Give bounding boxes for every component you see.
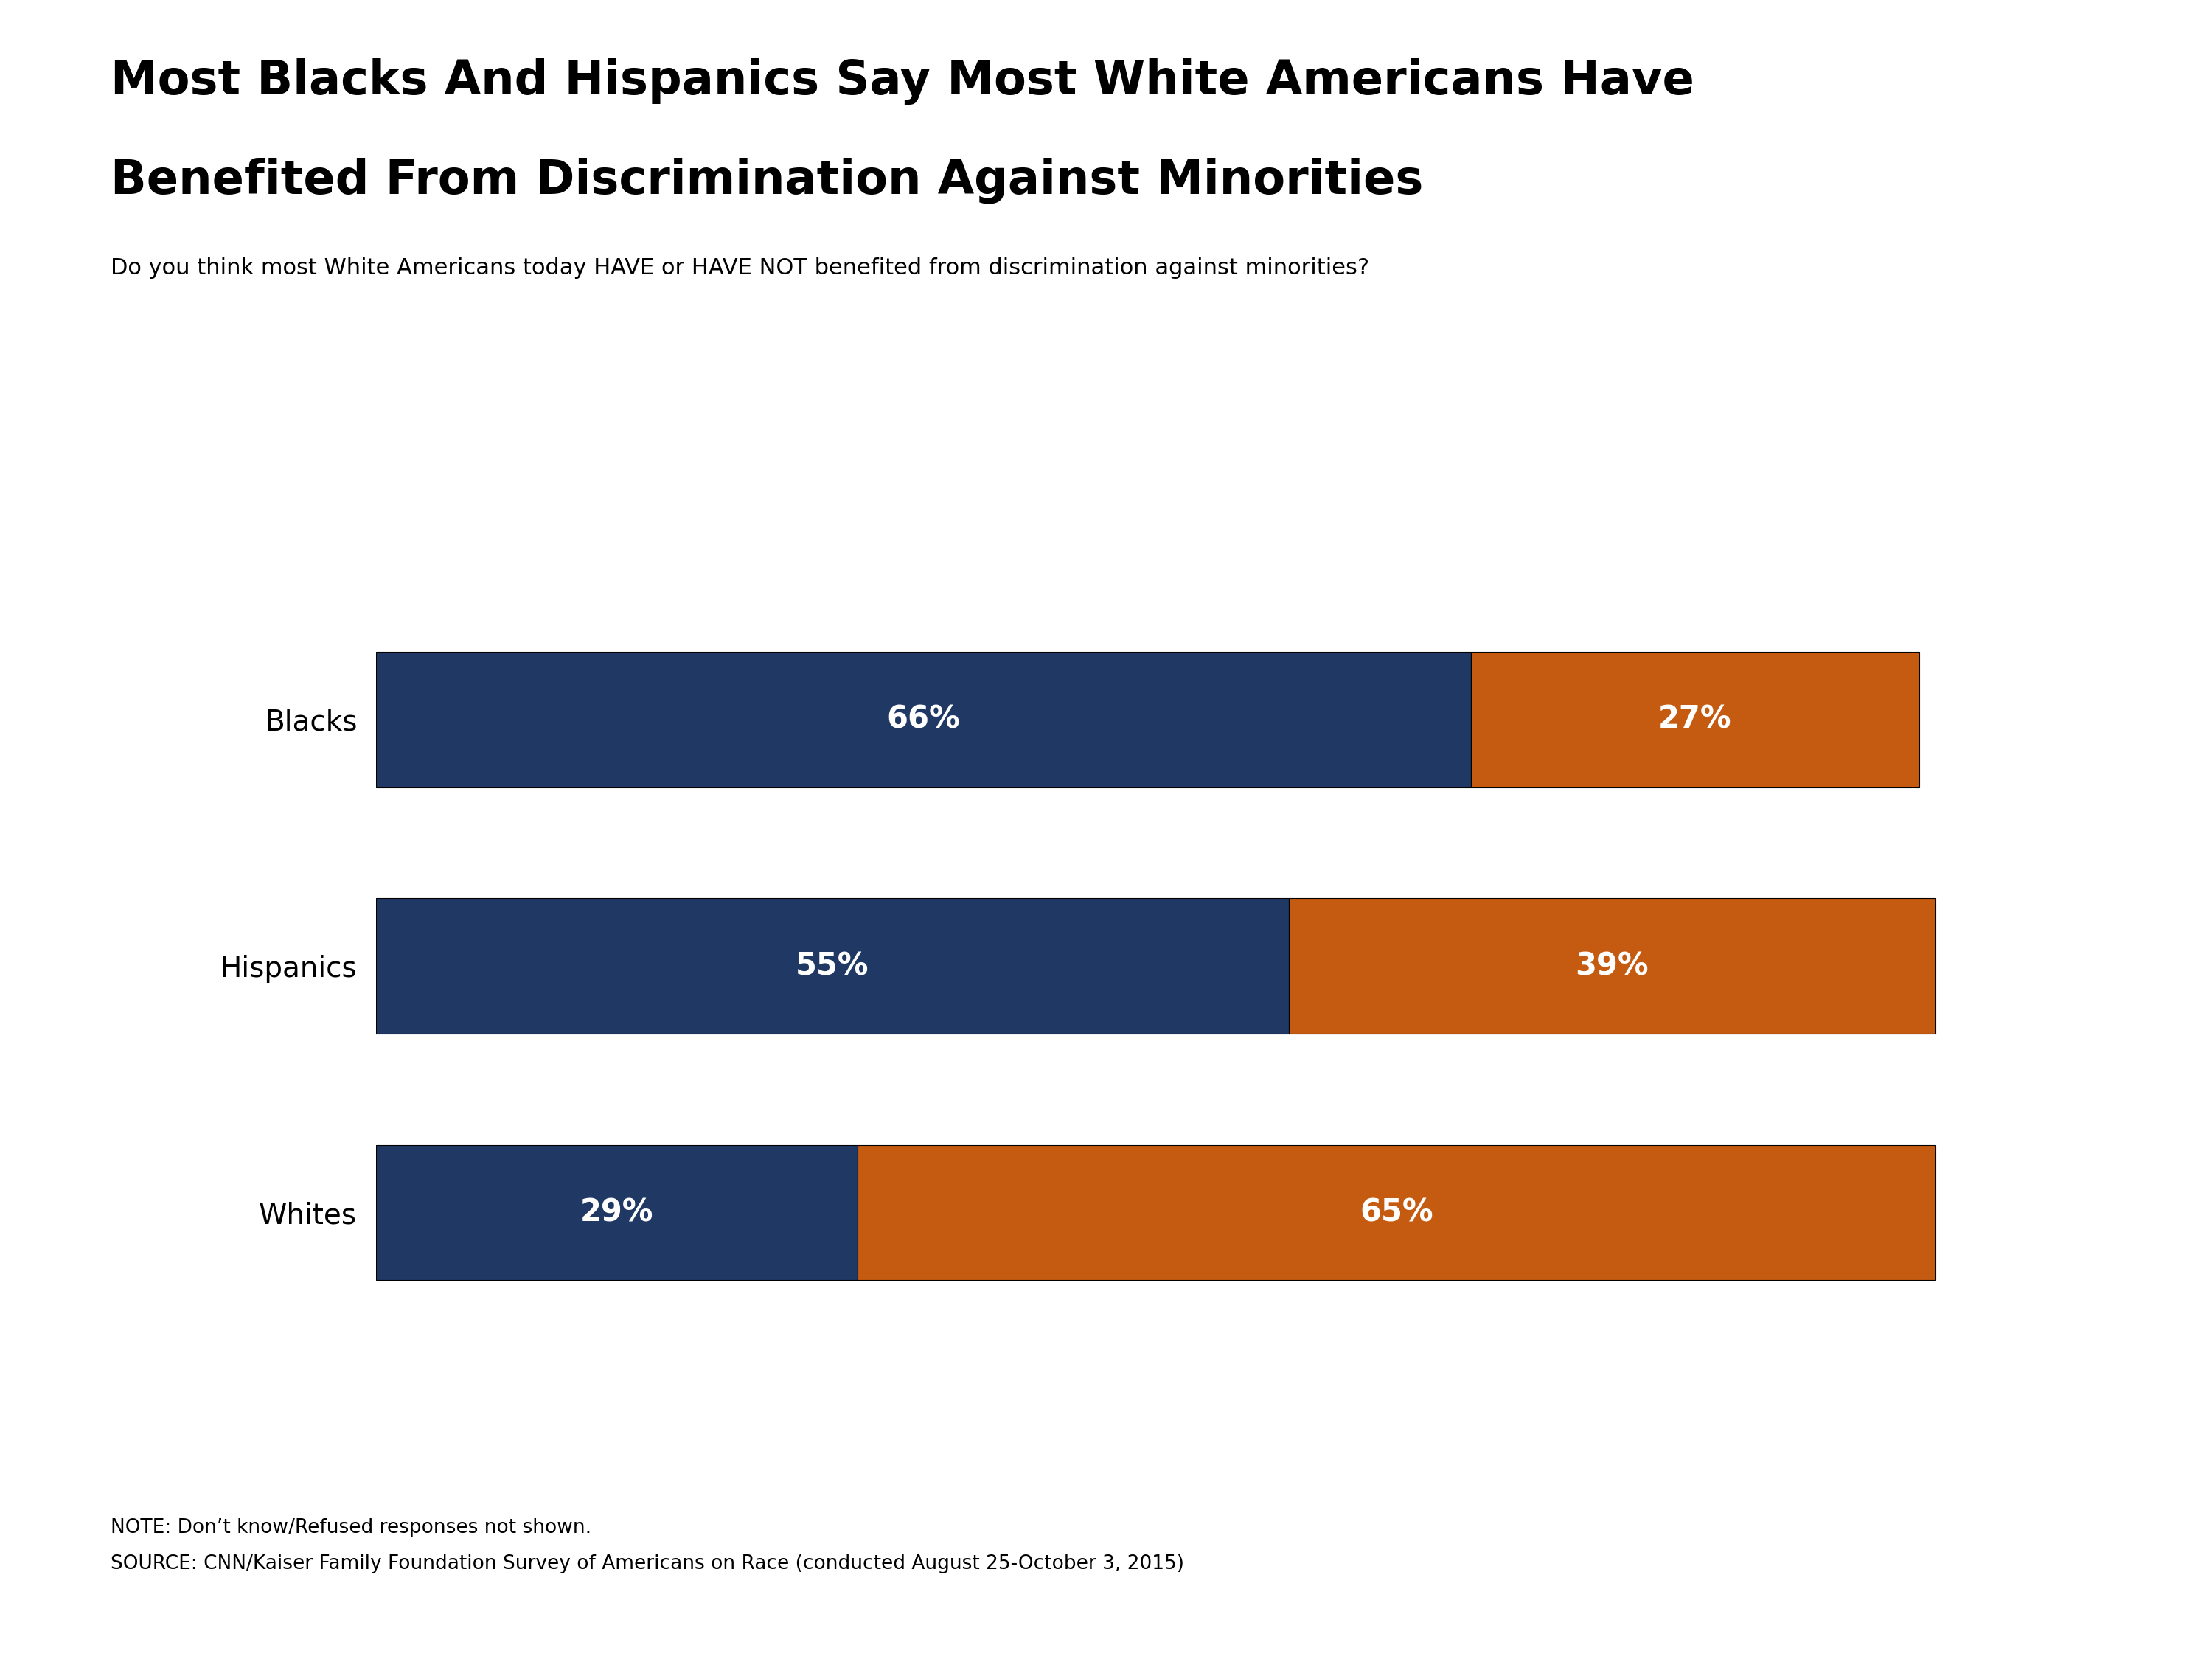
Text: NOTE: Don’t know/Refused responses not shown.: NOTE: Don’t know/Refused responses not s…	[111, 1518, 591, 1538]
Text: 65%: 65%	[1360, 1198, 1433, 1228]
Text: Do you think most White Americans today HAVE or HAVE NOT benefited from discrimi: Do you think most White Americans today …	[111, 257, 1369, 279]
Bar	[376, 898, 1287, 1034]
Text: 27%: 27%	[1659, 703, 1732, 735]
Bar	[1287, 898, 1935, 1034]
Text: 66%: 66%	[887, 703, 960, 735]
Text: KAISER: KAISER	[2004, 1501, 2066, 1515]
Text: 39%: 39%	[1575, 951, 1648, 982]
Bar	[376, 652, 1471, 788]
Text: 29%: 29%	[580, 1198, 653, 1228]
Text: Most Blacks And Hispanics Say Most White Americans Have: Most Blacks And Hispanics Say Most White…	[111, 58, 1694, 105]
Text: THE HENRY J.: THE HENRY J.	[2004, 1455, 2066, 1462]
Bar	[1471, 652, 1918, 788]
Text: FOUNDATION: FOUNDATION	[2006, 1581, 2064, 1588]
Text: SOURCE: CNN/Kaiser Family Foundation Survey of Americans on Race (conducted Augu: SOURCE: CNN/Kaiser Family Foundation Sur…	[111, 1554, 1183, 1574]
Bar	[858, 1145, 1935, 1281]
Bar	[376, 1145, 858, 1281]
Text: 55%: 55%	[796, 951, 869, 982]
Text: Benefited From Discrimination Against Minorities: Benefited From Discrimination Against Mi…	[111, 158, 1422, 204]
Text: FAMILY: FAMILY	[2004, 1531, 2066, 1546]
